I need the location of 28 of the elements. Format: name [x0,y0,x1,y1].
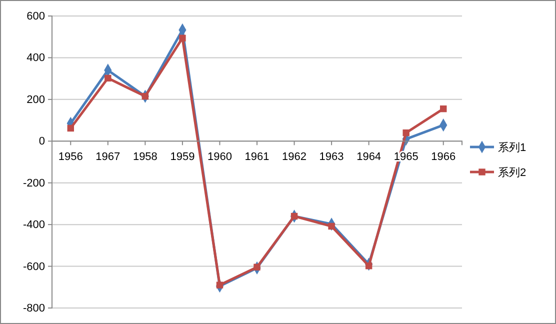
point [216,282,224,288]
y-tick-label: 200 [26,94,45,106]
x-tick-label: 1963 [319,151,344,164]
y-tick-label: -800 [22,302,45,315]
point [179,34,186,42]
y-tick-label: 0 [38,136,45,148]
x-tick-label: 1958 [132,151,158,164]
legend-label: 系列2 [498,166,526,179]
x-tick-label: 1959 [170,151,195,164]
point [328,222,335,230]
x-tick-label: 1962 [282,151,307,164]
y-tick-label: 600 [26,10,45,23]
point [440,105,447,112]
x-tick-label: 1961 [244,151,270,164]
x-tick-label: 1967 [96,151,120,164]
x-tick-label: 1960 [207,151,232,164]
point [290,212,298,220]
y-tick-label: -200 [22,177,45,190]
y-tick-label: -600 [22,260,45,273]
point [67,124,74,132]
x-tick-label: 1956 [58,151,83,164]
point [402,129,410,136]
point [104,74,112,82]
y-tick-label: 400 [26,52,45,64]
x-tick-label: 1964 [356,151,382,164]
y-tick-label: -400 [22,219,45,232]
legend-label: 系列1 [498,141,526,154]
x-tick-label: 1966 [431,151,456,164]
